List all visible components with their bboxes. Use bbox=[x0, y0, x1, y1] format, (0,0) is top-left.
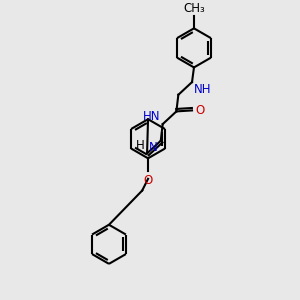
Text: H: H bbox=[135, 140, 144, 152]
Text: O: O bbox=[143, 174, 153, 187]
Text: O: O bbox=[195, 104, 204, 117]
Text: N: N bbox=[149, 141, 158, 154]
Text: NH: NH bbox=[194, 83, 211, 96]
Text: HN: HN bbox=[143, 110, 161, 123]
Text: CH₃: CH₃ bbox=[183, 2, 205, 15]
